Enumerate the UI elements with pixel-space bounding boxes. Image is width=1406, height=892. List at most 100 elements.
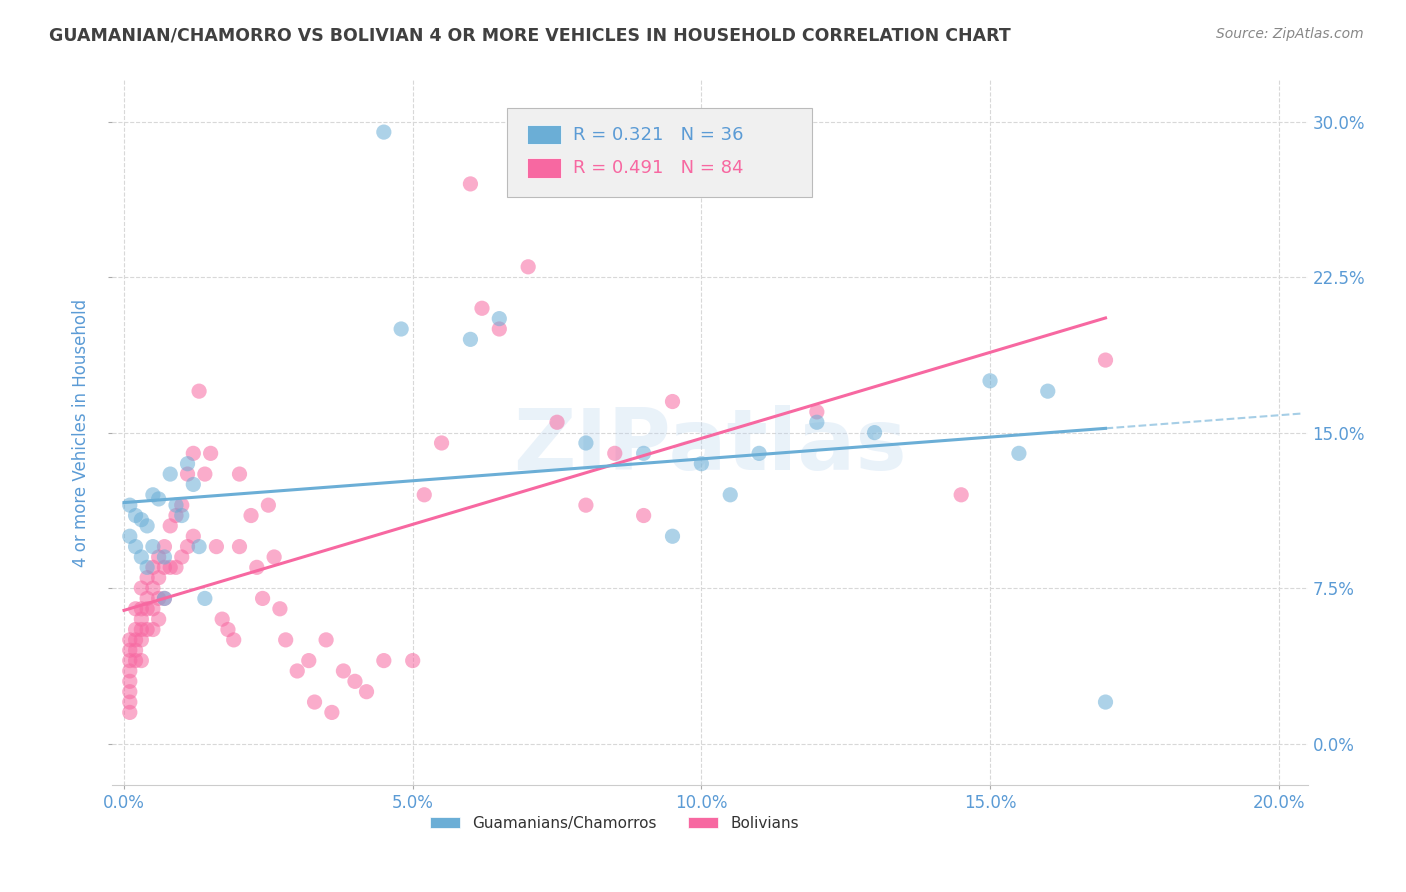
Point [124, 654, 146, 668]
Point [142, 560, 165, 574]
Point [153, 540, 176, 554]
Point [950, 488, 973, 502]
Point [181, 477, 204, 491]
Point [1094, 695, 1116, 709]
Point [269, 601, 291, 615]
Point [228, 540, 250, 554]
Point [471, 301, 494, 316]
Point [413, 488, 436, 502]
Point [118, 664, 141, 678]
Point [863, 425, 886, 440]
Point [170, 498, 193, 512]
Point [153, 560, 176, 574]
Point [136, 601, 159, 615]
Point [690, 457, 713, 471]
Point [246, 560, 269, 574]
Point [1094, 353, 1116, 368]
Point [131, 623, 153, 637]
Point [170, 549, 193, 564]
Point [228, 467, 250, 481]
Point [165, 498, 187, 512]
Point [142, 601, 165, 615]
Point [205, 540, 228, 554]
Point [332, 664, 354, 678]
Point [315, 632, 337, 647]
Point [343, 674, 366, 689]
Point [165, 560, 187, 574]
Point [633, 508, 655, 523]
Point [131, 632, 153, 647]
Point [222, 632, 245, 647]
Point [488, 322, 510, 336]
Point [661, 529, 683, 543]
Point [124, 508, 146, 523]
Point [165, 508, 187, 523]
Point [136, 560, 159, 574]
Point [170, 508, 193, 523]
Point [806, 415, 828, 429]
Point [298, 654, 321, 668]
Point [153, 591, 176, 606]
Y-axis label: 4 or more Vehicles in Household: 4 or more Vehicles in Household [72, 299, 90, 566]
Point [194, 591, 217, 606]
Point [546, 415, 568, 429]
Point [285, 664, 308, 678]
Point [389, 322, 412, 336]
Text: ZIPatlas: ZIPatlas [513, 405, 907, 488]
Point [181, 446, 204, 460]
Point [153, 591, 176, 606]
Point [118, 654, 141, 668]
Point [131, 549, 153, 564]
Point [373, 125, 395, 139]
Point [304, 695, 326, 709]
Text: GUAMANIAN/CHAMORRO VS BOLIVIAN 4 OR MORE VEHICLES IN HOUSEHOLD CORRELATION CHART: GUAMANIAN/CHAMORRO VS BOLIVIAN 4 OR MORE… [49, 27, 1011, 45]
Point [131, 601, 153, 615]
Point [1036, 384, 1059, 399]
Point [131, 654, 153, 668]
Point [148, 571, 170, 585]
Point [124, 623, 146, 637]
Point [748, 446, 770, 460]
Point [124, 540, 146, 554]
Point [118, 643, 141, 657]
Point [460, 177, 482, 191]
Text: Source: ZipAtlas.com: Source: ZipAtlas.com [1216, 27, 1364, 41]
Point [430, 436, 453, 450]
Point [131, 513, 153, 527]
Point [118, 632, 141, 647]
Point [142, 581, 165, 595]
Point [633, 446, 655, 460]
Point [257, 498, 280, 512]
FancyBboxPatch shape [527, 159, 561, 178]
Point [136, 591, 159, 606]
Point [356, 684, 378, 698]
Point [153, 549, 176, 564]
FancyBboxPatch shape [527, 125, 561, 145]
Point [118, 498, 141, 512]
Point [142, 623, 165, 637]
Point [118, 684, 141, 698]
Point [188, 384, 211, 399]
Point [575, 436, 598, 450]
Legend: Guamanians/Chamorros, Bolivians: Guamanians/Chamorros, Bolivians [423, 810, 806, 838]
Point [136, 571, 159, 585]
Point [252, 591, 274, 606]
Point [1008, 446, 1031, 460]
Point [148, 549, 170, 564]
Point [148, 591, 170, 606]
Point [402, 654, 425, 668]
Point [118, 674, 141, 689]
Point [373, 654, 395, 668]
Point [142, 540, 165, 554]
Point [211, 612, 233, 626]
Text: R = 0.491   N = 84: R = 0.491 N = 84 [572, 160, 744, 178]
Text: R = 0.321   N = 36: R = 0.321 N = 36 [572, 126, 744, 144]
Point [131, 581, 153, 595]
Point [176, 467, 198, 481]
Point [131, 612, 153, 626]
Point [263, 549, 285, 564]
Point [661, 394, 683, 409]
Point [159, 560, 181, 574]
Point [176, 457, 198, 471]
Point [188, 540, 211, 554]
